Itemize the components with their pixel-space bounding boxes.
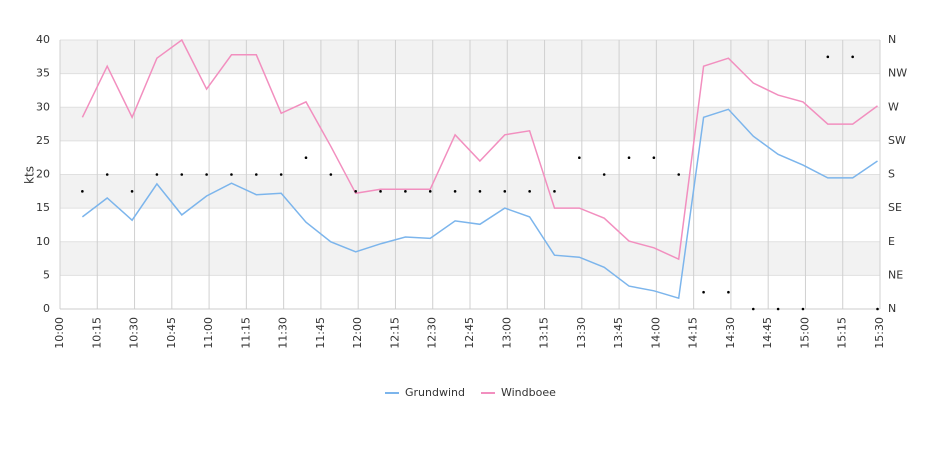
y2-tick-label: S: [888, 168, 895, 181]
direction-dot: [453, 190, 457, 193]
direction-dot: [130, 190, 134, 193]
x-tick-label: 15:15: [836, 317, 849, 349]
direction-dot: [205, 173, 208, 176]
x-tick-label: 13:15: [538, 317, 551, 349]
y2-tick-label: SE: [888, 201, 902, 214]
y-tick-label: 20: [36, 168, 50, 181]
direction-dot: [354, 190, 357, 193]
direction-dot: [578, 156, 581, 159]
x-tick-label: 10:00: [53, 317, 66, 349]
x-tick-label: 14:30: [724, 317, 737, 349]
x-tick-label: 11:30: [277, 317, 290, 349]
direction-dot: [876, 307, 879, 311]
direction-dot: [81, 190, 84, 193]
direction-dot: [230, 173, 233, 176]
y-tick-label: 30: [36, 100, 50, 113]
direction-dot: [279, 173, 283, 176]
y2-tick-label: NE: [888, 268, 903, 281]
direction-dot: [553, 190, 556, 193]
direction-dot: [155, 173, 159, 176]
direction-dot: [304, 156, 308, 159]
y2-tick-label: NW: [888, 67, 907, 80]
x-tick-label: 13:45: [612, 317, 625, 349]
x-tick-label: 11:00: [202, 317, 215, 349]
y-axis-label: kts: [23, 166, 37, 184]
series-line: [81, 38, 878, 261]
x-tick-label: 10:15: [90, 317, 103, 349]
x-tick-label: 11:45: [314, 317, 327, 349]
x-tick-label: 13:00: [500, 317, 513, 349]
y-tick-label: 25: [36, 134, 50, 147]
direction-dot: [478, 190, 482, 193]
x-tick-label: 12:45: [463, 317, 476, 349]
x-tick-label: 12:30: [426, 317, 439, 349]
x-tick-label: 10:45: [165, 317, 178, 349]
series-line: [81, 108, 878, 300]
y-tick-label: 15: [36, 201, 50, 214]
direction-dot: [627, 156, 631, 159]
direction-dot: [255, 173, 258, 176]
y-tick-label: 35: [36, 67, 50, 80]
x-tick-label: 14:45: [761, 317, 774, 349]
y2-tick-label: N: [888, 302, 896, 315]
x-tick-label: 15:00: [798, 317, 811, 349]
direction-dot: [851, 55, 854, 59]
direction-dot: [751, 307, 755, 311]
direction-dot: [428, 190, 432, 193]
y-tick-label: 0: [43, 302, 50, 315]
x-tick-label: 14:15: [687, 317, 700, 349]
x-tick-label: 14:00: [649, 317, 662, 349]
direction-dot: [379, 190, 382, 193]
direction-dot: [652, 156, 656, 159]
direction-dot: [105, 173, 109, 176]
direction-dot: [702, 290, 705, 294]
direction-dot: [329, 173, 333, 176]
direction-dot: [180, 173, 184, 176]
legend-label: Grundwind: [405, 386, 465, 399]
y-tick-label: 40: [36, 33, 50, 46]
x-tick-label: 13:30: [575, 317, 588, 349]
y-tick-label: 5: [43, 268, 50, 281]
direction-dot: [727, 290, 730, 294]
legend-label: Windboee: [501, 386, 556, 399]
direction-dot: [602, 173, 606, 176]
direction-dot: [404, 190, 407, 193]
x-tick-label: 10:30: [128, 317, 141, 349]
y2-tick-label: W: [888, 100, 899, 113]
direction-dot: [503, 190, 507, 193]
x-tick-label: 12:15: [388, 317, 401, 349]
y2-tick-label: N: [888, 33, 896, 46]
direction-dot: [776, 307, 780, 311]
x-tick-label: 15:30: [873, 317, 886, 349]
y2-tick-label: SW: [888, 134, 906, 147]
direction-dot: [826, 55, 830, 59]
y-tick-label: 10: [36, 235, 50, 248]
direction-dot: [677, 173, 681, 176]
x-tick-label: 11:15: [239, 317, 252, 349]
x-tick-label: 12:00: [351, 317, 364, 349]
direction-dot: [528, 190, 531, 193]
y2-tick-label: E: [888, 235, 895, 248]
direction-dot: [801, 307, 805, 311]
